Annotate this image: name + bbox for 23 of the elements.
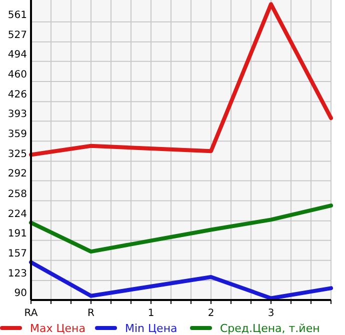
y-tick-label: 325 [8, 149, 27, 160]
x-tick-label: R [88, 308, 95, 319]
y-tick-label: 460 [8, 69, 27, 80]
y-tick-label: 191 [8, 228, 27, 240]
y-tick-label: 561 [8, 10, 27, 21]
y-tick-label: 426 [8, 90, 27, 101]
y-tick-label: 292 [8, 168, 27, 180]
x-tick-label: 3 [268, 308, 274, 319]
y-tick-label: 224 [8, 208, 27, 220]
y-tick-label: 359 [8, 129, 27, 140]
y-tick-label: 157 [8, 248, 27, 260]
y-tick-label: 123 [8, 268, 27, 280]
y-tick-label: 393 [8, 109, 27, 120]
y-tick-label: 527 [8, 30, 27, 41]
x-tick-label: RA [24, 308, 38, 319]
legend-label: Max Цена [30, 322, 86, 335]
legend-label: Min Цена [125, 322, 178, 335]
y-tick-label: 90 [14, 288, 27, 299]
legend-label: Сред.Цена, т.йен [220, 322, 320, 335]
x-tick-label: 2 [208, 308, 214, 319]
x-tick-label: 1 [148, 308, 154, 319]
y-tick-label: 258 [8, 188, 27, 200]
y-tick-label: 494 [8, 49, 27, 60]
